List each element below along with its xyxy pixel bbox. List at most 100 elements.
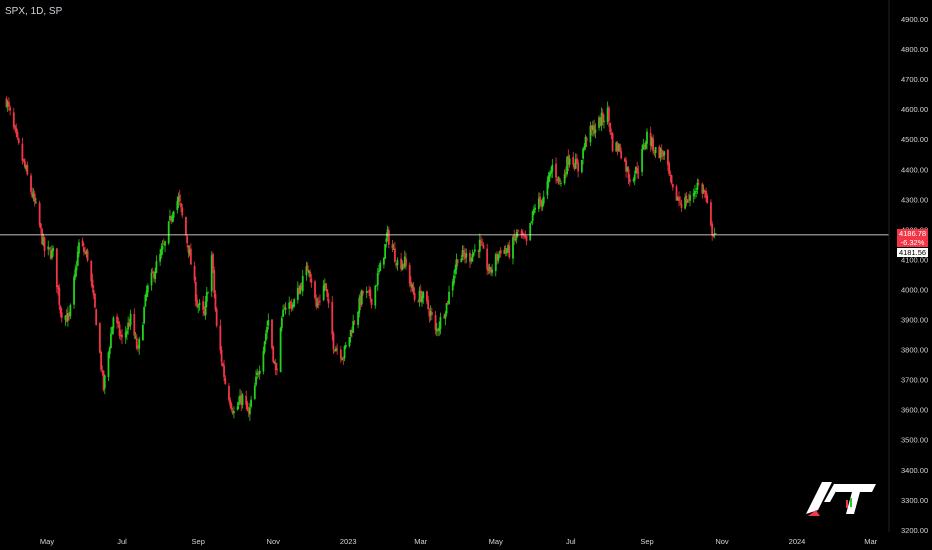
time-tick-label: May bbox=[40, 537, 54, 546]
candle-body bbox=[103, 375, 106, 389]
candle-body bbox=[623, 158, 626, 162]
candle-body bbox=[170, 218, 173, 221]
candle-body bbox=[517, 229, 519, 232]
candle-body bbox=[368, 290, 371, 292]
candle-body bbox=[461, 250, 464, 257]
candle-body bbox=[64, 315, 67, 320]
candle-body bbox=[155, 261, 158, 273]
candle-body bbox=[214, 293, 217, 311]
price-tick-label: 4900.00 bbox=[901, 15, 928, 24]
candle-body bbox=[276, 368, 278, 371]
price-tick-label: 4300.00 bbox=[901, 195, 928, 204]
price-tick-label: 3800.00 bbox=[901, 346, 928, 355]
candle-body bbox=[138, 338, 141, 349]
change-percent-tag: -6.32% bbox=[897, 238, 928, 247]
price-tick-label: 3400.00 bbox=[901, 466, 928, 475]
candle-body bbox=[379, 262, 382, 271]
candle-body bbox=[558, 178, 561, 182]
candle-body bbox=[600, 113, 603, 125]
candle-body bbox=[401, 264, 404, 270]
candle-body bbox=[159, 253, 162, 262]
candle-body bbox=[335, 348, 337, 352]
candle-body bbox=[547, 175, 550, 183]
candle-body bbox=[207, 292, 209, 294]
candle-body bbox=[616, 143, 619, 151]
candle-body bbox=[273, 362, 276, 364]
candle-body bbox=[712, 234, 715, 237]
candle-body bbox=[32, 193, 35, 198]
candle-body bbox=[702, 189, 705, 193]
candle-body bbox=[482, 245, 485, 249]
candle-body bbox=[290, 303, 293, 310]
candle-body bbox=[448, 291, 450, 304]
candle-body bbox=[82, 247, 85, 252]
candle-body bbox=[477, 249, 480, 252]
candle-body bbox=[705, 190, 707, 198]
candle-body bbox=[446, 301, 449, 304]
price-tick-label: 4800.00 bbox=[901, 45, 928, 54]
candle-body bbox=[643, 145, 646, 147]
candle-body bbox=[325, 283, 327, 290]
candle-body bbox=[176, 201, 179, 211]
candle-body bbox=[488, 266, 491, 271]
candle-body bbox=[326, 289, 329, 298]
candle-body bbox=[167, 221, 170, 244]
candle-body bbox=[541, 201, 544, 208]
candle-body bbox=[529, 223, 532, 241]
candle-body bbox=[546, 181, 549, 196]
candle-body bbox=[153, 272, 155, 278]
time-tick-label: Jul bbox=[566, 537, 576, 546]
candle-body bbox=[392, 249, 395, 251]
candle-body bbox=[117, 321, 120, 324]
candle-body bbox=[240, 396, 243, 406]
candle-body bbox=[73, 276, 75, 305]
candle-body bbox=[636, 167, 639, 174]
candle-body bbox=[607, 107, 610, 121]
time-tick-label: Nov bbox=[267, 537, 281, 546]
candle-body bbox=[384, 243, 387, 259]
candle-body bbox=[652, 138, 655, 152]
candle-body bbox=[560, 183, 562, 184]
candle-body bbox=[220, 349, 223, 362]
candle-body bbox=[563, 174, 566, 184]
candle-body bbox=[428, 310, 431, 317]
candle-body bbox=[679, 201, 682, 203]
candle-body bbox=[514, 239, 517, 241]
candle-body bbox=[204, 301, 207, 316]
candle-body bbox=[435, 328, 438, 332]
candle-body bbox=[289, 301, 292, 303]
candle-body bbox=[537, 198, 540, 210]
candle-body bbox=[692, 193, 695, 197]
candle-body bbox=[714, 233, 717, 234]
candle-body bbox=[86, 250, 89, 261]
candle-body bbox=[548, 172, 551, 177]
candle-body bbox=[713, 233, 716, 236]
candle-body bbox=[15, 127, 18, 134]
candle-body bbox=[454, 268, 457, 274]
candle-body bbox=[81, 240, 84, 246]
candle-body bbox=[239, 395, 241, 404]
candle-body bbox=[65, 314, 68, 322]
symbol-label[interactable]: SPX, 1D, SP bbox=[5, 6, 63, 17]
candle-body bbox=[711, 223, 714, 236]
candle-body bbox=[57, 285, 59, 290]
candle-body bbox=[460, 258, 463, 263]
candle-body bbox=[473, 249, 476, 252]
candle-body bbox=[323, 283, 326, 287]
price-axis: 4900.00 4800.00 4700.00 4600.00 4500.00 4400.… bbox=[901, 15, 928, 535]
candle-body bbox=[33, 193, 36, 202]
time-tick-label: Sep bbox=[640, 537, 653, 546]
candle-body bbox=[403, 256, 406, 268]
candle-body bbox=[293, 299, 296, 307]
candle-body bbox=[525, 235, 528, 241]
candle-body bbox=[112, 317, 115, 329]
candle-body bbox=[434, 315, 437, 330]
candle-body bbox=[215, 309, 218, 326]
candle-body bbox=[617, 144, 620, 151]
candle-body bbox=[601, 112, 604, 121]
candle-body bbox=[686, 201, 689, 203]
candle-body bbox=[181, 207, 184, 216]
candle-body bbox=[98, 323, 101, 353]
